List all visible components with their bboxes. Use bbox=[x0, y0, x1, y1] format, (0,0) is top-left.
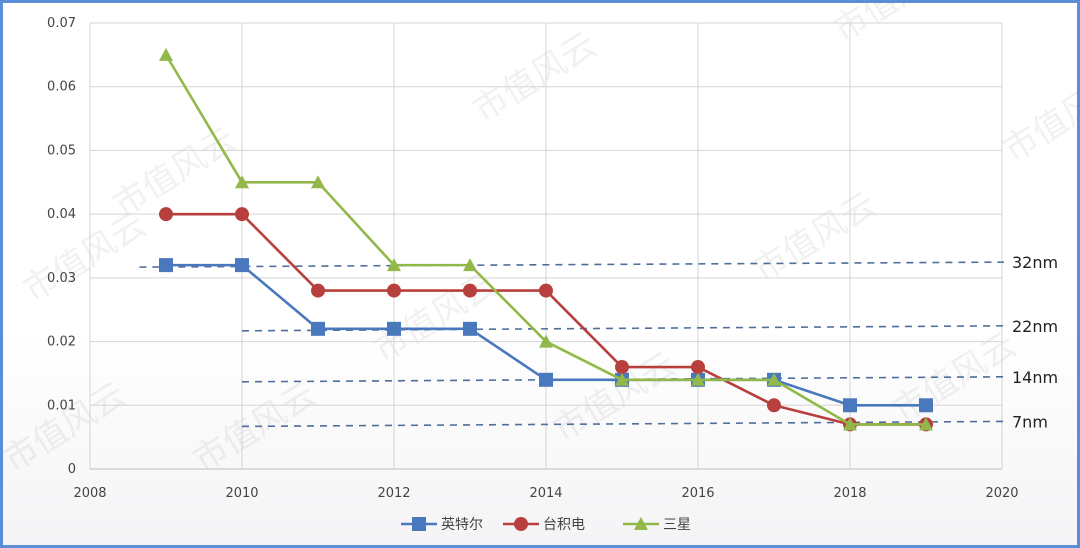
watermark-text: 市值风云 bbox=[367, 265, 504, 371]
data-point bbox=[767, 372, 781, 386]
data-point bbox=[615, 372, 629, 386]
data-point bbox=[311, 321, 325, 336]
reference-label-14nm: 14nm bbox=[1012, 368, 1058, 387]
data-point bbox=[539, 372, 553, 387]
watermark-text: 市值风云 bbox=[187, 375, 324, 481]
reference-line-22nm bbox=[241, 325, 1005, 332]
x-tick-label: 2010 bbox=[225, 486, 258, 501]
legend-marker bbox=[412, 517, 426, 531]
legend-marker bbox=[634, 517, 648, 530]
legend-label: 英特尔 bbox=[441, 516, 483, 533]
watermark-text: 市值风云 bbox=[747, 185, 884, 291]
data-point bbox=[919, 398, 933, 413]
data-point bbox=[691, 372, 705, 386]
data-point bbox=[919, 417, 933, 431]
reference-label-22nm: 22nm bbox=[1012, 317, 1058, 336]
data-point bbox=[235, 175, 249, 189]
data-point bbox=[843, 417, 857, 431]
y-tick-label: 0.01 bbox=[47, 398, 76, 413]
reference-line-32nm bbox=[139, 261, 1005, 268]
x-tick-label: 2008 bbox=[73, 486, 106, 501]
data-point bbox=[843, 398, 857, 413]
x-tick-label: 2012 bbox=[377, 486, 410, 501]
data-point bbox=[387, 283, 401, 298]
data-point bbox=[159, 207, 173, 222]
legend-label: 三星 bbox=[663, 517, 691, 533]
data-point bbox=[463, 283, 477, 298]
y-tick-label: 0.07 bbox=[47, 16, 76, 31]
watermark-text: 市值风云 bbox=[17, 205, 154, 311]
reference-line-7nm bbox=[241, 420, 1005, 428]
y-tick-label: 0 bbox=[68, 462, 76, 477]
data-point bbox=[311, 175, 325, 189]
data-point bbox=[235, 207, 249, 222]
data-point bbox=[767, 398, 781, 413]
x-tick-label: 2014 bbox=[529, 486, 562, 501]
reference-label-7nm: 7nm bbox=[1012, 412, 1048, 431]
watermark-text: 市值风云 bbox=[827, 3, 964, 51]
y-tick-label: 0.06 bbox=[47, 80, 76, 95]
data-point bbox=[235, 258, 249, 273]
legend-label: 台积电 bbox=[543, 517, 585, 533]
x-tick-label: 2018 bbox=[833, 486, 866, 501]
data-point bbox=[539, 283, 553, 298]
data-point bbox=[691, 360, 705, 375]
data-point bbox=[463, 258, 477, 272]
y-tick-label: 0.03 bbox=[47, 271, 76, 286]
data-point bbox=[387, 258, 401, 272]
watermark-text: 市值风云 bbox=[997, 65, 1077, 171]
legend-marker bbox=[514, 517, 528, 531]
reference-label-32nm: 32nm bbox=[1012, 253, 1058, 272]
x-tick-label: 2016 bbox=[681, 486, 714, 501]
data-point bbox=[539, 334, 553, 348]
data-point bbox=[311, 283, 325, 298]
y-tick-label: 0.05 bbox=[47, 143, 76, 158]
y-tick-label: 0.04 bbox=[47, 207, 76, 222]
data-point bbox=[615, 360, 629, 375]
data-point bbox=[159, 258, 173, 273]
data-point bbox=[387, 321, 401, 336]
y-tick-label: 0.02 bbox=[47, 335, 76, 350]
data-point bbox=[463, 321, 477, 336]
data-point bbox=[159, 47, 173, 61]
watermark-text: 市值风云 bbox=[467, 25, 604, 131]
x-tick-label: 2020 bbox=[985, 486, 1018, 501]
